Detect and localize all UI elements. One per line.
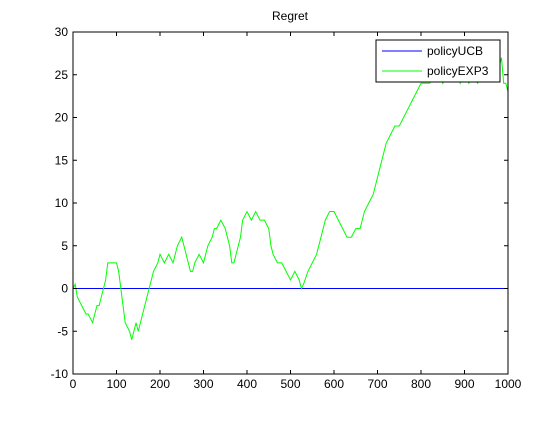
y-tick-label-4: 10 <box>55 196 69 210</box>
x-tick-label-3: 300 <box>193 377 213 391</box>
y-tick-label-5: 15 <box>55 153 69 167</box>
x-tick-label-6: 600 <box>324 377 344 391</box>
x-tick-label-4: 400 <box>237 377 257 391</box>
x-tick-label-10: 1000 <box>495 377 522 391</box>
legend-label-1: policyEXP3 <box>427 64 489 78</box>
plot-area <box>73 32 508 374</box>
legend-label-0: policyUCB <box>427 44 483 58</box>
x-tick-label-7: 700 <box>367 377 387 391</box>
x-tick-label-0: 0 <box>70 377 77 391</box>
series-layer <box>72 57 509 340</box>
x-tick-label-8: 800 <box>411 377 431 391</box>
y-tick-label-2: 0 <box>61 282 68 296</box>
y-tick-label-6: 20 <box>55 111 69 125</box>
y-tick-label-0: -10 <box>51 367 69 381</box>
x-tick-label-1: 100 <box>106 377 126 391</box>
ticks-layer: 0 100 200 300 400 500 600 700 800 900 1000 -10 -5 0 5 1… <box>51 25 522 391</box>
y-tick-label-7: 25 <box>55 68 69 82</box>
x-tick-label-2: 200 <box>150 377 170 391</box>
y-tick-label-1: -5 <box>57 324 68 338</box>
chart-title: Regret <box>272 9 309 23</box>
series-line-1 <box>72 57 509 340</box>
legend-box <box>375 39 501 83</box>
legend: policyUCB policyEXP3 <box>375 39 501 83</box>
y-tick-label-3: 5 <box>61 239 68 253</box>
x-tick-label-9: 900 <box>454 377 474 391</box>
x-tick-label-5: 500 <box>280 377 300 391</box>
y-tick-label-8: 30 <box>55 25 69 39</box>
